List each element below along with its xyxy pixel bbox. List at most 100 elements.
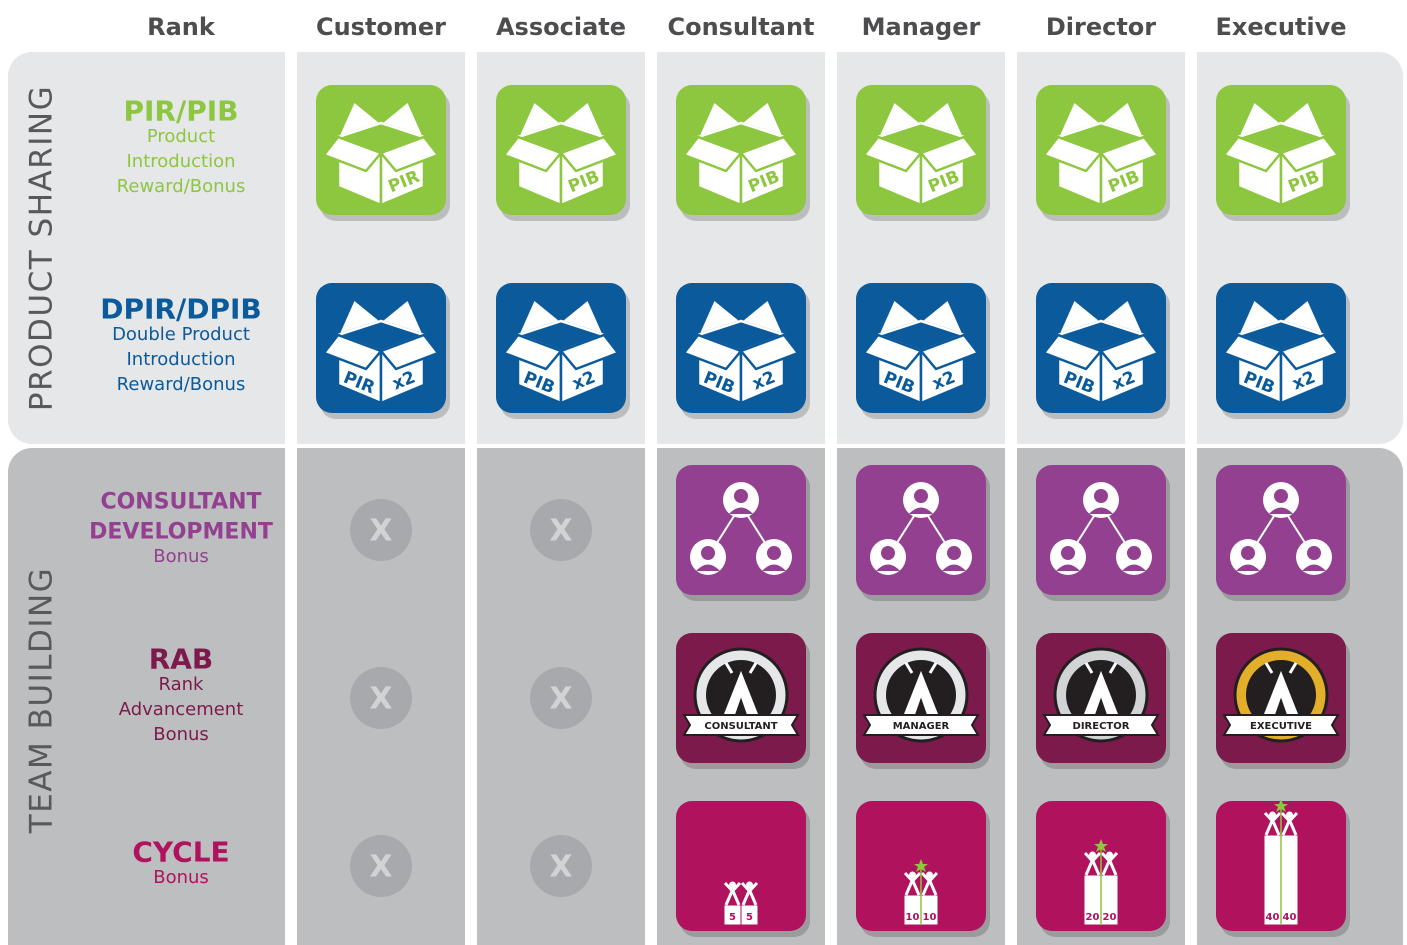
- cycle-number: 10: [923, 912, 937, 923]
- box-flap: [739, 333, 800, 371]
- box-flap: [1042, 333, 1103, 371]
- cycle-figure-head: [729, 881, 736, 889]
- row-title: PIR/PIB: [123, 95, 238, 128]
- not-available: X: [350, 667, 412, 729]
- row-description: Product: [147, 126, 215, 147]
- reward-icon: EXECUTIVE: [1216, 633, 1350, 769]
- box-flap: [322, 333, 383, 371]
- row-description: Introduction: [126, 151, 235, 172]
- box-flap: [379, 333, 440, 371]
- row-description: Bonus: [153, 546, 209, 567]
- column-gap: [645, 40, 657, 945]
- row-description: Reward/Bonus: [117, 374, 246, 395]
- column-header: Director: [1046, 13, 1156, 41]
- box-flap: [919, 333, 980, 371]
- person-head: [1274, 489, 1288, 503]
- person-head: [1241, 546, 1255, 560]
- box-flap: [1279, 135, 1340, 173]
- box-flap: [1042, 135, 1103, 173]
- badge-label: MANAGER: [893, 721, 950, 732]
- not-available: X: [530, 667, 592, 729]
- cycle-number: 40: [1283, 912, 1297, 923]
- reward-icon: PIB x2: [856, 283, 990, 419]
- row-title: RAB: [149, 643, 214, 676]
- cycle-figure-head: [1286, 811, 1293, 819]
- reward-icon: 40 40: [1216, 799, 1350, 937]
- person-head: [914, 489, 928, 503]
- box-flap: [379, 135, 440, 173]
- row-description: Rank: [159, 674, 205, 695]
- box-flap: [1279, 333, 1340, 371]
- cycle-figure: [1263, 811, 1282, 836]
- person-head: [947, 546, 961, 560]
- person-body: [1089, 507, 1113, 514]
- cycle-number: 10: [906, 912, 920, 923]
- cycle-bar: [740, 904, 759, 926]
- row-title: CONSULTANT: [100, 490, 261, 515]
- cycle-figure: [1083, 851, 1102, 876]
- row-description: Introduction: [126, 349, 235, 370]
- badge-logo: [723, 662, 759, 715]
- row-title: CYCLE: [132, 836, 229, 869]
- column-header: Associate: [496, 13, 626, 41]
- person-body: [1236, 564, 1260, 571]
- badge-ribbon: [1222, 714, 1340, 736]
- box-flap: [919, 135, 980, 173]
- reward-icon: [856, 465, 990, 601]
- not-available-circle: [350, 835, 412, 897]
- cycle-figure-head: [746, 881, 753, 889]
- cycle-figure: [1280, 811, 1299, 836]
- not-available-circle: [350, 499, 412, 561]
- badge-logo: [1083, 662, 1119, 715]
- cycle-figure: [740, 881, 759, 906]
- person-body: [1056, 564, 1080, 571]
- row-title: DEVELOPMENT: [89, 520, 273, 545]
- not-available-circle: [530, 667, 592, 729]
- cycle-figure-head: [1089, 851, 1096, 859]
- person-head: [734, 489, 748, 503]
- cycle-figure-head: [1269, 811, 1276, 819]
- person-body: [1269, 507, 1293, 514]
- reward-icon: PIR: [316, 85, 450, 221]
- box-flap: [502, 333, 563, 371]
- not-available-mark: X: [549, 850, 572, 885]
- badge-logo: [1263, 662, 1299, 715]
- person-body: [909, 507, 933, 514]
- cycle-figure: [920, 871, 939, 896]
- column-gap: [825, 40, 837, 945]
- reward-icon: 20 20: [1036, 801, 1170, 937]
- cycle-number: 5: [729, 912, 736, 923]
- box-flap: [682, 333, 743, 371]
- reward-icon: PIB: [856, 85, 990, 221]
- reward-icon: [1036, 465, 1170, 601]
- cycle-figure: [723, 881, 742, 906]
- person-body: [1302, 564, 1326, 571]
- badge-label: CONSULTANT: [704, 721, 777, 732]
- box-flap: [682, 135, 743, 173]
- box-flap: [322, 135, 383, 173]
- reward-icon: MANAGER: [856, 633, 990, 769]
- cycle-number: 5: [746, 912, 753, 923]
- person-body: [1122, 564, 1146, 571]
- column-header: Customer: [316, 13, 446, 41]
- cycle-figure-head: [909, 871, 916, 879]
- reward-icon: PIB: [1216, 85, 1350, 221]
- reward-icon: PIB x2: [1216, 283, 1350, 419]
- not-available: X: [530, 835, 592, 897]
- not-available: X: [350, 835, 412, 897]
- not-available-circle: [350, 667, 412, 729]
- box-flap: [862, 135, 923, 173]
- person-head: [1307, 546, 1321, 560]
- person-body: [729, 507, 753, 514]
- column-header: Rank: [147, 13, 216, 41]
- person-head: [1061, 546, 1075, 560]
- person-head: [767, 546, 781, 560]
- reward-icon: DIRECTOR: [1036, 633, 1170, 769]
- person-body: [876, 564, 900, 571]
- cycle-number: 20: [1103, 912, 1117, 923]
- column-header: Executive: [1215, 13, 1346, 41]
- not-available-mark: X: [549, 682, 572, 717]
- column-gap: [1005, 40, 1017, 945]
- icon-background: [676, 801, 806, 931]
